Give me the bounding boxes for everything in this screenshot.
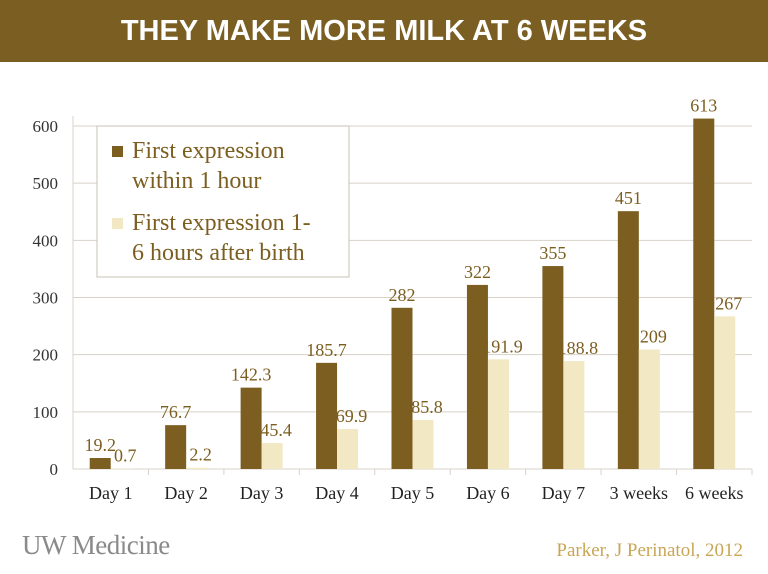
bar <box>693 118 715 470</box>
data-label: 188.8 <box>558 338 599 358</box>
bar <box>165 425 187 469</box>
y-tick-label: 600 <box>33 117 59 136</box>
y-tick-label: 300 <box>33 289 59 308</box>
bar <box>563 361 585 469</box>
bar <box>638 349 660 469</box>
data-label: 85.8 <box>411 397 443 417</box>
citation: Parker, J Perinatol, 2012 <box>556 540 743 561</box>
bar <box>487 359 509 469</box>
data-label: 209 <box>640 327 667 347</box>
data-label: 45.4 <box>260 420 292 440</box>
legend-label: within 1 hour <box>132 168 261 194</box>
data-label: 282 <box>389 285 416 305</box>
x-tick-label: Day 5 <box>391 483 435 503</box>
data-label: 185.7 <box>306 340 347 360</box>
legend-label: 6 hours after birth <box>132 240 305 266</box>
x-tick-label: Day 4 <box>315 483 359 503</box>
y-tick-label: 500 <box>33 174 59 193</box>
uw-medicine-logo: UW Medicine <box>22 530 170 560</box>
data-label: 2.2 <box>189 445 212 465</box>
y-tick-label: 0 <box>50 460 59 479</box>
data-label: 267 <box>715 293 742 313</box>
legend-label: First expression 1- <box>132 210 311 236</box>
data-label: 613 <box>690 96 717 116</box>
bar <box>714 316 736 469</box>
data-label: 0.7 <box>114 446 137 466</box>
legend-swatch <box>112 146 123 157</box>
data-label: 322 <box>464 262 491 282</box>
x-tick-label: 3 weeks <box>610 483 668 503</box>
y-tick-label: 100 <box>33 403 59 422</box>
y-tick-label: 400 <box>33 231 59 250</box>
bar <box>542 266 564 469</box>
x-tick-label: Day 7 <box>542 483 586 503</box>
x-tick-label: Day 3 <box>240 483 284 503</box>
data-label: 355 <box>539 243 566 263</box>
x-tick-label: Day 1 <box>89 483 133 503</box>
data-label: 451 <box>615 188 642 208</box>
x-tick-label: Day 6 <box>466 483 510 503</box>
slide-title: THEY MAKE MORE MILK AT 6 WEEKS <box>120 15 648 47</box>
bar <box>261 443 283 469</box>
data-label: 76.7 <box>160 402 192 422</box>
x-tick-label: Day 2 <box>164 483 208 503</box>
legend-swatch <box>112 218 123 229</box>
bar <box>337 429 359 469</box>
title-bar <box>0 0 768 62</box>
bar <box>89 458 111 469</box>
bar <box>466 284 488 469</box>
y-tick-label: 200 <box>33 346 59 365</box>
bar <box>240 387 262 469</box>
bar <box>391 307 413 469</box>
data-label: 142.3 <box>231 365 272 385</box>
x-tick-label: 6 weeks <box>685 483 743 503</box>
bar <box>617 211 639 469</box>
bar <box>316 362 338 469</box>
data-label: 191.9 <box>482 336 523 356</box>
bar <box>186 467 208 469</box>
legend-label: First expression <box>132 138 285 164</box>
data-label: 69.9 <box>336 406 368 426</box>
bar <box>412 419 434 469</box>
legend-box <box>96 125 350 278</box>
data-label: 19.2 <box>84 435 116 455</box>
